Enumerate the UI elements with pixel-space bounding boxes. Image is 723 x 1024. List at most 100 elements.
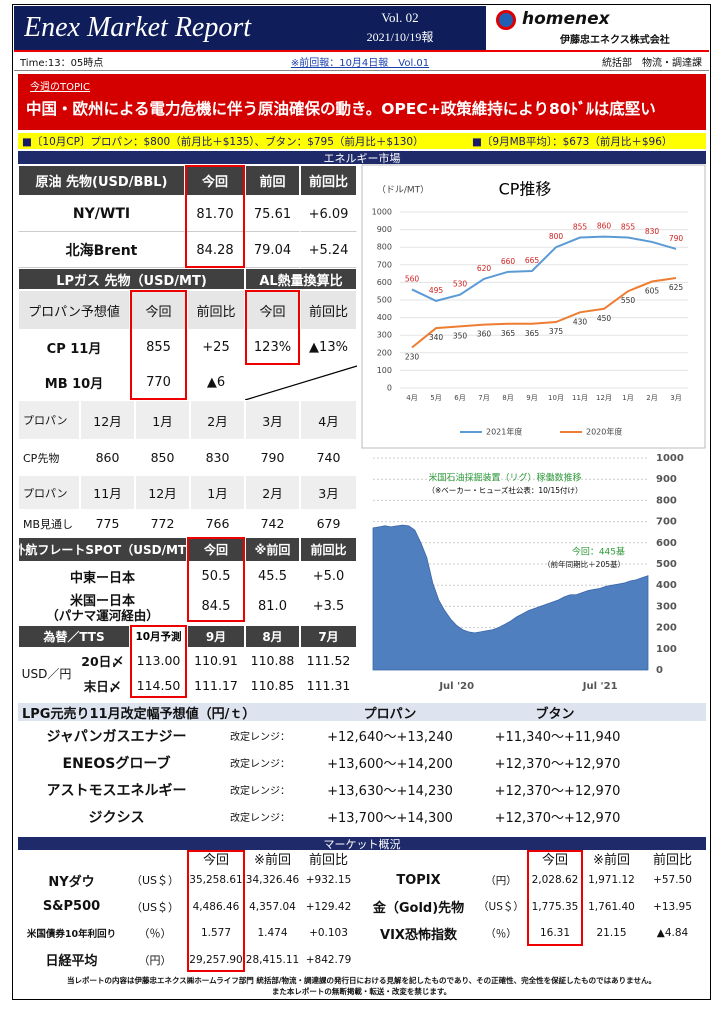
- data-label: 340: [429, 333, 444, 342]
- index-name: TOPIX: [396, 872, 441, 888]
- index-name: 金（Gold)先物: [372, 901, 465, 916]
- y-tick-label: 400: [656, 580, 677, 591]
- table-header: 前回比: [640, 850, 705, 867]
- range-label: 改定レンジ：: [230, 759, 290, 770]
- data-label: 530: [453, 280, 468, 289]
- data-label: 605: [645, 287, 660, 296]
- table-subheader: 前回比: [300, 290, 357, 330]
- table-cell: 末日〆: [75, 673, 130, 698]
- table-cell: 110.91: [187, 648, 245, 673]
- annotation: 今回：445基: [572, 546, 625, 558]
- index-value: +129.42: [305, 900, 352, 913]
- table-cell: 114.50: [130, 673, 187, 698]
- table-cell: +5.0: [300, 562, 357, 590]
- index-unit: （円）: [485, 874, 517, 887]
- range-label: 改定レンジ：: [230, 813, 290, 824]
- index-name: 米国債券10年利回り: [26, 929, 117, 940]
- table-cell: 772: [135, 510, 190, 537]
- table-header: 今回: [527, 850, 583, 867]
- table-header: 今回: [185, 165, 245, 196]
- data-label: 450: [597, 314, 612, 323]
- summary: ■〔10月CP〕プロパン：$800（前月比＋$135）、ブタン：$795（前月比…: [22, 135, 424, 148]
- table-header: 今回: [187, 537, 245, 562]
- butane-range: +12,370～+12,970: [494, 784, 621, 799]
- table-cell: ▲6: [187, 365, 245, 400]
- table-header: 為替／TTS: [18, 625, 130, 648]
- data-label: 560: [405, 274, 420, 283]
- chart-subtitle: （※ベーカー・ヒューズ社公表：10/15付け）: [427, 485, 582, 495]
- index-value: +932.15: [305, 874, 352, 886]
- table-cell: USD／円: [21, 666, 72, 681]
- table-cell: CP先物: [18, 440, 80, 475]
- table-cell: 860: [80, 440, 135, 475]
- y-tick-label: 500: [377, 296, 392, 305]
- revision-header-band: [18, 703, 706, 721]
- table-cell: 米国ー日本: [18, 590, 187, 608]
- table-header: 前回比: [300, 165, 357, 196]
- propane-range: +13,600～+14,200: [327, 757, 453, 772]
- area-series: [372, 524, 649, 671]
- data-label: 665: [525, 256, 540, 265]
- company-name: アストモスエネルギー: [46, 782, 187, 799]
- y-tick-label: 1000: [656, 453, 684, 464]
- range-label: 改定レンジ：: [230, 786, 290, 797]
- data-label: 830: [645, 227, 660, 236]
- y-tick-label: 700: [377, 260, 392, 269]
- annotation: （前年同期比＋205基）: [543, 559, 625, 569]
- department: 統括部 物流・調達課: [602, 57, 702, 69]
- data-label: 350: [453, 331, 468, 340]
- divider: [244, 365, 358, 401]
- index-value: +842.79: [305, 953, 352, 966]
- table-header: LPガス 先物（USD/MT): [18, 268, 245, 290]
- index-unit: （％）: [485, 927, 517, 940]
- data-label: 790: [669, 234, 684, 243]
- index-value: 29,257.90: [189, 953, 243, 966]
- legend-label: 2021年度: [486, 427, 522, 437]
- index-unit: （US＄）: [130, 874, 180, 887]
- x-tick-label: Jul '20: [438, 681, 474, 692]
- table-cell: 84.28: [185, 232, 245, 268]
- index-unit: （US＄）: [478, 901, 524, 913]
- table-subheader: 今回: [245, 290, 300, 330]
- x-tick-label: Jul '21: [582, 681, 618, 692]
- company-name: ENEOSグローブ: [62, 755, 171, 772]
- table-cell: MB 10月: [18, 365, 130, 400]
- topic-band: [18, 74, 706, 130]
- table-cell: 113.00: [130, 648, 187, 673]
- table-cell: 45.5: [245, 562, 300, 590]
- chart-title: CP推移: [499, 180, 552, 199]
- table-cell: 3月: [245, 400, 300, 440]
- table-cell: 2月: [245, 475, 300, 510]
- table-cell: 766: [190, 510, 245, 537]
- table-header: LPG元売り11月改定幅予想値（円/ｔ）: [22, 706, 256, 722]
- y-tick-label: 500: [656, 559, 677, 570]
- table-cell: プロパン: [18, 475, 80, 510]
- table-cell: 2月: [190, 400, 245, 440]
- line-series: [411, 277, 677, 349]
- table-cell: +3.5: [300, 590, 357, 622]
- topic-headline: 中国・欧州による電力危機に伴う原油確保の動き。OPEC+政策維持により80ﾄﾞﾙ…: [26, 100, 656, 118]
- table-header: 外航フレートSPOT（USD/MT): [18, 537, 187, 562]
- index-value: 1,775.35: [531, 900, 579, 913]
- x-tick-label: 6月: [454, 394, 465, 402]
- y-tick-label: 100: [656, 644, 677, 655]
- data-label: 365: [501, 329, 516, 338]
- index-value: 4,357.04: [249, 900, 296, 913]
- footer: 当レポートの内容は伊藤忠エネクス㈱ホームライフ部門 統括部/物流・調達課の発行日…: [67, 976, 656, 985]
- table-cell: 75.61: [245, 196, 300, 232]
- company-name: ジャパンガスエナジー: [46, 728, 187, 745]
- index-unit: （％）: [138, 927, 172, 940]
- index-name: VIX恐怖指数: [380, 927, 457, 943]
- table-cell: 679: [300, 510, 357, 537]
- section-title: エネルギー市場: [18, 151, 706, 164]
- y-tick-label: 800: [656, 495, 677, 506]
- line-series: [411, 235, 677, 302]
- index-value: 4,486.46: [192, 900, 240, 913]
- table-cell: 110.85: [245, 673, 300, 698]
- footer: また本レポートの無断掲載・転送・改変を禁じます。: [271, 987, 452, 996]
- y-tick-label: 900: [377, 225, 392, 234]
- table-cell: 20日〆: [75, 648, 130, 673]
- x-tick-label: 8月: [502, 394, 513, 402]
